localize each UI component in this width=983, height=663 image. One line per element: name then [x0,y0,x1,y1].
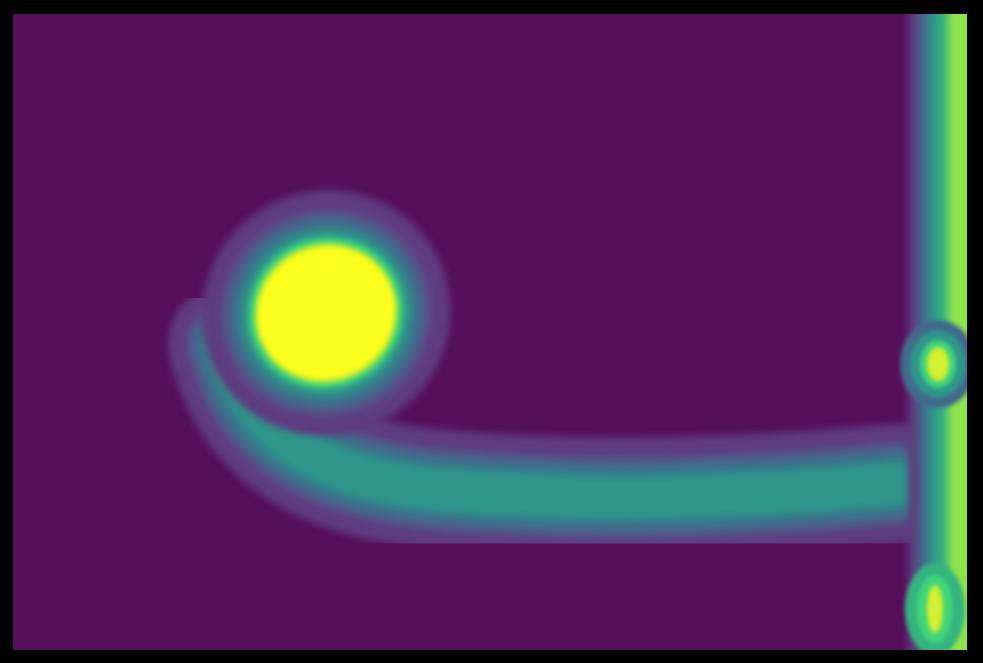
heatmap-background [13,14,967,650]
stream-contour-5 [207,323,967,519]
blob-contour-10 [258,248,394,378]
edge-lower-hotspot-2 [927,585,943,633]
heatmap-layers [168,14,967,650]
heatmap-plot [13,14,967,650]
edge-bulge-3 [927,347,949,381]
plot-area [13,14,967,650]
